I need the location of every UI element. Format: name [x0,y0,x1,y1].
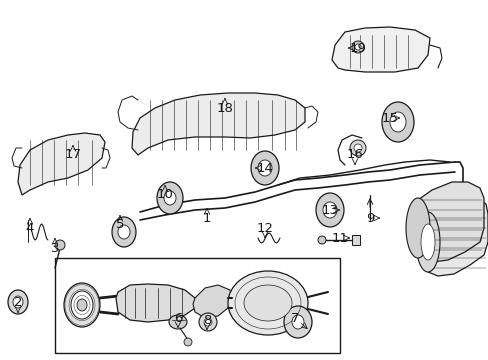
Ellipse shape [71,291,93,319]
Text: 12: 12 [256,221,273,234]
Ellipse shape [118,225,130,239]
Text: 6: 6 [173,311,182,324]
Text: 10: 10 [156,189,173,202]
Polygon shape [331,27,429,72]
Ellipse shape [315,193,343,227]
Text: 18: 18 [216,102,233,114]
Ellipse shape [203,318,212,326]
Bar [351,235,359,245]
Text: 19: 19 [349,41,366,54]
Polygon shape [414,182,483,262]
Ellipse shape [250,151,279,185]
Text: 8: 8 [203,314,211,327]
Ellipse shape [169,315,186,329]
Ellipse shape [317,236,325,244]
Polygon shape [193,285,231,318]
Ellipse shape [415,212,439,272]
Ellipse shape [389,112,405,132]
Ellipse shape [323,202,336,218]
Ellipse shape [77,299,87,311]
Ellipse shape [351,41,363,53]
Ellipse shape [8,290,28,314]
Polygon shape [423,198,487,276]
Ellipse shape [55,240,65,250]
Ellipse shape [13,296,23,308]
Ellipse shape [112,217,136,247]
Ellipse shape [64,283,100,327]
Ellipse shape [353,144,361,152]
Ellipse shape [405,198,429,258]
Ellipse shape [227,271,307,335]
Ellipse shape [420,224,434,260]
Ellipse shape [244,285,291,321]
Polygon shape [116,284,195,322]
Ellipse shape [258,160,271,176]
Text: 2: 2 [14,297,22,310]
Ellipse shape [183,338,192,346]
Ellipse shape [381,102,413,142]
Text: 5: 5 [116,219,124,231]
Ellipse shape [291,315,304,329]
Text: 14: 14 [256,162,273,175]
Text: 7: 7 [290,311,299,324]
Ellipse shape [163,191,176,205]
Ellipse shape [354,44,360,50]
Ellipse shape [349,140,365,156]
Text: 9: 9 [365,211,373,225]
Text: 17: 17 [64,148,81,162]
Text: 1: 1 [203,211,211,225]
Polygon shape [132,93,305,155]
Ellipse shape [284,306,311,338]
Polygon shape [18,133,105,195]
Text: 16: 16 [346,148,363,162]
Text: 13: 13 [321,203,338,216]
Ellipse shape [199,313,217,331]
Bar [55,258,339,353]
Text: 15: 15 [381,112,398,125]
Ellipse shape [157,182,183,214]
Text: 3: 3 [51,242,59,255]
Text: 4: 4 [26,221,34,234]
Text: 11: 11 [331,231,348,244]
